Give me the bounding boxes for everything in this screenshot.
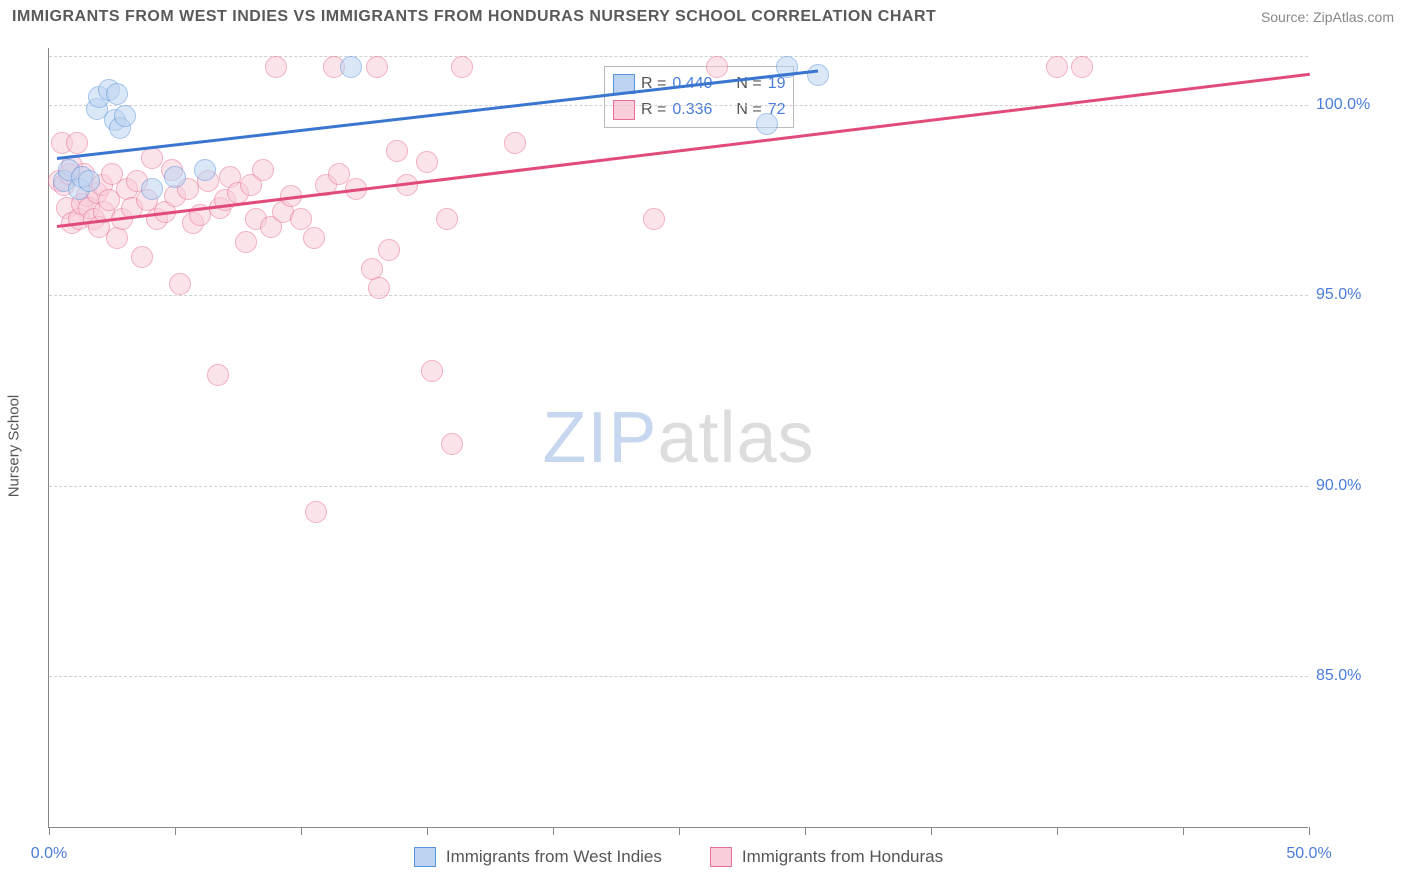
watermark-zip: ZIP: [542, 398, 657, 478]
data-point: [290, 208, 312, 230]
legend-item-west-indies: Immigrants from West Indies: [414, 847, 662, 867]
chart-title: IMMIGRANTS FROM WEST INDIES VS IMMIGRANT…: [12, 8, 936, 26]
y-tick-label: 90.0%: [1316, 477, 1394, 495]
data-point: [1071, 56, 1093, 78]
data-point: [252, 159, 274, 181]
x-tick: [553, 827, 554, 835]
data-point: [303, 227, 325, 249]
source-attribution: Source: ZipAtlas.com: [1261, 9, 1394, 25]
x-tick: [931, 827, 932, 835]
data-point: [436, 208, 458, 230]
data-point: [416, 151, 438, 173]
legend-item-honduras: Immigrants from Honduras: [710, 847, 943, 867]
gridline: [49, 486, 1308, 487]
y-tick-label: 85.0%: [1316, 667, 1394, 685]
data-point: [169, 273, 191, 295]
data-point: [328, 163, 350, 185]
data-point: [756, 113, 778, 135]
data-point: [340, 56, 362, 78]
watermark: ZIPatlas: [542, 397, 814, 479]
source-name: ZipAtlas.com: [1313, 9, 1394, 25]
x-tick: [301, 827, 302, 835]
data-point: [66, 132, 88, 154]
data-point: [164, 166, 186, 188]
x-tick: [1183, 827, 1184, 835]
data-point: [235, 231, 257, 253]
data-point: [131, 246, 153, 268]
x-tick: [427, 827, 428, 835]
r-label: R =: [641, 101, 666, 119]
data-point: [366, 56, 388, 78]
gridline: [49, 295, 1308, 296]
x-tick: [49, 827, 50, 835]
swatch-icon: [613, 100, 635, 120]
scatter-plot: ZIPatlas R =0.440N =19R =0.336N =72 Immi…: [48, 48, 1308, 828]
y-tick-label: 100.0%: [1316, 96, 1394, 114]
data-point: [504, 132, 526, 154]
data-point: [106, 83, 128, 105]
x-tick: [175, 827, 176, 835]
data-point: [106, 227, 128, 249]
data-point: [265, 56, 287, 78]
gridline: [49, 676, 1308, 677]
legend-label-honduras: Immigrants from Honduras: [742, 847, 943, 867]
data-point: [305, 501, 327, 523]
gridline: [49, 56, 1308, 57]
watermark-atlas: atlas: [657, 398, 814, 478]
x-tick: [679, 827, 680, 835]
data-point: [141, 147, 163, 169]
x-tick: [1309, 827, 1310, 835]
data-point: [643, 208, 665, 230]
legend-label-west-indies: Immigrants from West Indies: [446, 847, 662, 867]
y-axis-title: Nursery School: [6, 395, 23, 498]
x-tick: [1057, 827, 1058, 835]
r-value: 0.336: [672, 101, 730, 119]
gridline: [49, 105, 1308, 106]
data-point: [194, 159, 216, 181]
header: IMMIGRANTS FROM WEST INDIES VS IMMIGRANT…: [0, 0, 1406, 30]
swatch-west-indies: [414, 847, 436, 867]
data-point: [807, 64, 829, 86]
data-point: [421, 360, 443, 382]
data-point: [368, 277, 390, 299]
data-point: [378, 239, 400, 261]
source-label: Source:: [1261, 9, 1309, 25]
series-legend: Immigrants from West Indies Immigrants f…: [49, 847, 1308, 867]
data-point: [386, 140, 408, 162]
data-point: [1046, 56, 1068, 78]
data-point: [207, 364, 229, 386]
data-point: [78, 170, 100, 192]
data-point: [141, 178, 163, 200]
swatch-honduras: [710, 847, 732, 867]
x-tick: [805, 827, 806, 835]
x-tick-label: 50.0%: [1286, 845, 1331, 863]
data-point: [451, 56, 473, 78]
data-point: [114, 105, 136, 127]
x-tick-label: 0.0%: [31, 845, 67, 863]
data-point: [706, 56, 728, 78]
y-tick-label: 95.0%: [1316, 286, 1394, 304]
data-point: [441, 433, 463, 455]
